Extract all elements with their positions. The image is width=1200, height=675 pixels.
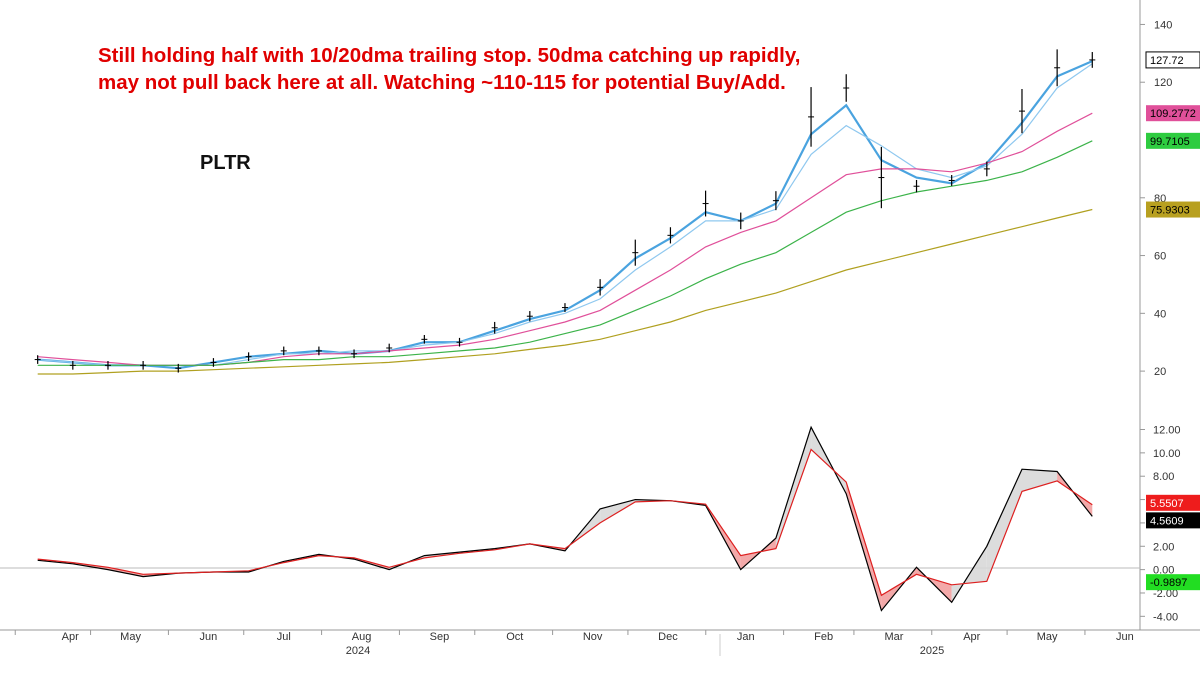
osc-y-tick-label: -4.00 xyxy=(1153,611,1178,623)
ma-line-4 xyxy=(37,140,1093,366)
x-tick-label: Mar xyxy=(884,631,903,643)
osc-fill xyxy=(986,469,1022,582)
price-y-tick-label: 20 xyxy=(1154,366,1166,378)
ma-line-2 xyxy=(37,63,1093,366)
osc-tag-3: -0.9897 xyxy=(1150,577,1187,589)
osc-y-tick-label: 2.00 xyxy=(1153,541,1174,553)
x-tick-label: Jun xyxy=(1116,631,1134,643)
ticker-label: PLTR xyxy=(200,152,251,174)
ma-tag-2: 99.7105 xyxy=(1150,136,1190,148)
price-last-tag: 127.72 xyxy=(1150,55,1184,67)
osc-y-tick-label: 0.00 xyxy=(1153,565,1174,577)
osc-line-2 xyxy=(37,448,1093,597)
x-tick-label: Feb xyxy=(814,631,833,643)
price-y-tick-label: 40 xyxy=(1154,308,1166,320)
price-last-tag-bg xyxy=(1146,51,1200,68)
osc-tag-2-bg xyxy=(1146,512,1200,529)
x-tick-label: Dec xyxy=(658,631,678,643)
x-year-label: 2024 xyxy=(346,645,370,657)
price-y-tick-label: 140 xyxy=(1154,19,1172,31)
osc-y-tick-label: -2.00 xyxy=(1153,588,1178,600)
x-tick-label: Jul xyxy=(277,631,291,643)
x-tick-label: Jun xyxy=(200,631,218,643)
osc-tag-3-bg xyxy=(1146,574,1200,591)
ma-tag-2-bg xyxy=(1146,132,1200,149)
x-tick-label: Aug xyxy=(352,631,372,643)
x-tick-label: Sep xyxy=(430,631,450,643)
osc-tag-1-bg xyxy=(1146,494,1200,511)
ma-tag-1: 109.2772 xyxy=(1150,108,1196,120)
osc-tag-2: 4.5609 xyxy=(1150,515,1184,527)
x-tick-label: Apr xyxy=(963,631,980,643)
osc-tag-1: 5.5507 xyxy=(1150,498,1184,510)
ma-line-5 xyxy=(37,208,1093,375)
x-tick-label: Oct xyxy=(506,631,523,643)
price-last-tag-border xyxy=(1145,51,1200,69)
osc-y-tick-label: 10.00 xyxy=(1153,448,1181,460)
x-tick-label: Jan xyxy=(737,631,755,643)
ma-line-3 xyxy=(37,112,1093,366)
x-tick-label: May xyxy=(120,631,141,643)
x-tick-label: Nov xyxy=(583,631,603,643)
osc-y-tick-label: 12.00 xyxy=(1153,425,1181,437)
osc-fill xyxy=(775,427,812,549)
x-tick-label: Apr xyxy=(62,631,79,643)
ma-tag-1-bg xyxy=(1146,105,1200,122)
osc-fill xyxy=(1021,469,1058,492)
osc-y-tick-label: 8.00 xyxy=(1153,471,1174,483)
ma-tag-3-bg xyxy=(1146,201,1200,218)
x-year-label: 2025 xyxy=(920,645,944,657)
osc-fill xyxy=(846,482,882,611)
ma-tag-3: 75.9303 xyxy=(1150,205,1190,217)
price-y-tick-label: 60 xyxy=(1154,251,1166,263)
x-tick-label: May xyxy=(1037,631,1058,643)
chart-annotation: Still holding half with 10/20dma trailin… xyxy=(98,44,801,94)
price-y-tick-label: 120 xyxy=(1154,77,1172,89)
